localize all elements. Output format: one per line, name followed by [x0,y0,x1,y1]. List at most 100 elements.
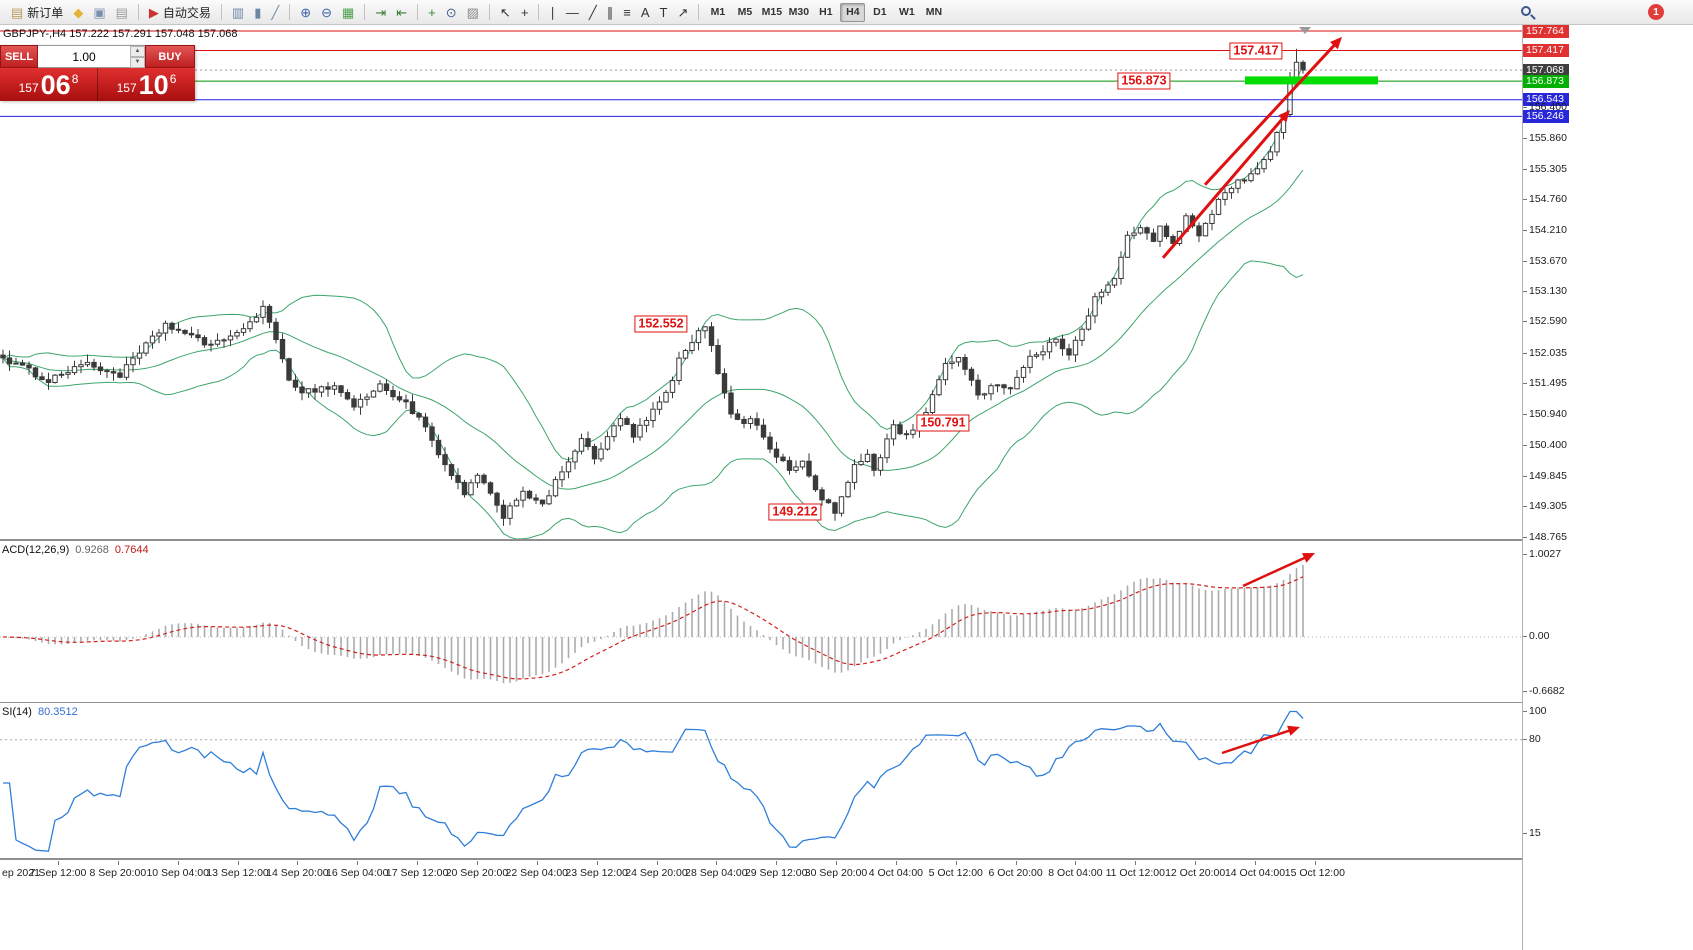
line-chart-button[interactable]: ╱ [267,2,283,23]
panel-divider[interactable] [0,858,1693,860]
rsi-value: 80.3512 [37,706,78,718]
timeframe-m30-button[interactable]: M30 [788,6,810,18]
scale-tick [1523,414,1527,416]
rsi-canvas[interactable] [0,703,1522,858]
chart-shift-button[interactable]: ⇤ [392,2,411,23]
zoom-in-icon: ⊕ [300,4,312,20]
macd-canvas[interactable] [0,540,1522,702]
sell-price[interactable]: 157 06 8 [0,68,98,101]
buy-button[interactable]: BUY [145,45,195,68]
time-axis[interactable]: ep 2021 7 Sep 12:00 8 Sep 20:00 10 Sep 04:0… [0,861,1522,883]
time-axis-label: 24 Sep 20:00 [625,867,688,879]
buy-price-sup: 6 [169,72,177,86]
toolbar-separator [488,4,490,20]
auto-scroll-button[interactable]: ⇥ [371,2,390,23]
volume-input[interactable] [38,46,130,67]
arrows-tool-button[interactable]: ↗ [673,2,692,23]
text-button[interactable]: A [637,2,654,23]
price-scale[interactable]: 157.764 157.417 157.068 156.873 156.543 156.2… [1522,24,1693,950]
data-window-button[interactable]: ▣ [89,2,109,23]
price-scale-badge: 157.068 [1523,63,1569,77]
time-axis-label: 5 Oct 12:00 [928,867,983,879]
macd-signal-value: 0.7644 [114,543,149,556]
notification-badge[interactable]: 1 [1648,4,1664,20]
candlestick-chart-button[interactable]: ▮ [250,2,265,23]
time-axis-label: 28 Sep 04:00 [685,867,748,879]
time-axis-label: ep 2021 [2,867,40,879]
main-toolbar: ▤ 新订单 ◆ ▣ ▤ ▶ 自动交易 ▥ ▮ ╱ ⊕ ⊖ ▦ ⇥ ⇤ + ⊙ ▨ ↖ + ∣ — ╱ ∥ ≡ A T ↗ M1 M5 M15… [0,0,1693,25]
periods-button[interactable]: ⊙ [442,2,461,23]
indicators-button[interactable]: + [424,2,440,23]
tile-windows-button[interactable]: ▦ [338,2,358,23]
search-icon[interactable] [1521,6,1531,16]
templates-button[interactable]: ▨ [463,2,483,23]
volume-increase-button[interactable]: ▲ [130,46,145,57]
vertical-line-button[interactable]: ∣ [545,2,560,23]
channel-button[interactable]: ∥ [603,2,618,23]
bar-chart-icon: ▥ [231,4,245,20]
buy-price[interactable]: 157 10 6 [98,68,195,101]
time-axis-tick [417,861,419,865]
scale-tick-label: 152.590 [1529,315,1567,328]
fibonacci-button[interactable]: ≡ [619,2,635,23]
crosshair-button[interactable]: + [517,2,533,23]
scale-tick-label: 150.940 [1529,408,1567,421]
zoom-out-button[interactable]: ⊖ [317,2,336,23]
time-axis-label: 8 Sep 20:00 [89,867,147,879]
time-axis-tick [776,861,778,865]
time-axis-tick [1135,861,1137,865]
candlestick-chart-icon: ▮ [254,4,262,20]
time-axis-tick [955,861,957,865]
new-order-button[interactable]: ▤ 新订单 [7,2,67,23]
timeframe-d1-button[interactable]: D1 [873,6,887,18]
rsi-panel[interactable]: SI(14) 80.3512 [0,703,1522,858]
label-button[interactable]: T [656,2,672,23]
auto-trading-button[interactable]: ▶ 自动交易 [145,2,215,23]
data-window-icon: ▣ [93,4,106,20]
auto-scroll-icon: ⇥ [375,4,387,20]
scale-tick [1523,383,1527,384]
time-axis-tick [476,861,478,865]
timeframe-w1-button[interactable]: W1 [899,6,915,18]
bar-chart-button[interactable]: ▥ [228,2,248,23]
time-axis-label: 10 Sep 04:00 [146,867,209,879]
cursor-button[interactable]: ↖ [496,2,515,23]
timeframe-mn-button[interactable]: MN [925,6,943,18]
scale-tick-label: 154.760 [1529,193,1567,206]
scale-tick-label: 154.210 [1529,224,1567,237]
time-axis-label: 16 Sep 04:00 [326,867,389,879]
time-axis-tick [895,861,897,865]
timeframe-h4-button[interactable]: H4 [840,2,866,22]
zoom-in-button[interactable]: ⊕ [296,2,315,23]
panel-divider[interactable] [0,701,1693,703]
scale-tick-label: 150.400 [1529,438,1567,451]
macd-label: ACD(12,26,9) 0.9268 0.7644 [2,544,149,556]
time-axis-tick [177,861,179,865]
timeframe-m5-button[interactable]: M5 [737,6,753,18]
volume-decrease-button[interactable]: ▼ [130,57,145,68]
timeframe-m15-button[interactable]: M15 [761,6,783,18]
time-axis-tick [716,861,718,865]
timeframe-m1-button[interactable]: M1 [710,6,726,18]
metaeditor-button[interactable]: ◆ [69,2,87,23]
trendline-button[interactable]: ╱ [585,2,601,23]
toolbar-separator [137,4,139,20]
rsi-label: SI(14) 80.3512 [2,706,78,718]
macd-panel[interactable]: ACD(12,26,9) 0.9268 0.7644 [0,540,1522,702]
time-axis-label: 20 Sep 20:00 [445,867,509,879]
time-axis-label: 22 Sep 04:00 [505,867,569,879]
horizontal-line-button[interactable]: — [562,2,583,23]
scale-tick [1523,475,1527,477]
main-chart-canvas[interactable] [0,25,1522,539]
price-scale-badge: 156.873 [1523,74,1569,88]
panel-divider[interactable] [0,539,1693,541]
main-chart-panel[interactable]: GBPJPY-,H4 157.222 157.291 157.048 157.0… [0,25,1522,539]
text-icon: A [640,4,650,20]
toolbar-separator [289,4,291,20]
scale-tick [1523,690,1527,692]
scale-tick-label: 1.0027 [1529,547,1562,560]
timeframe-h1-button[interactable]: H1 [819,6,833,18]
sell-button[interactable]: SELL [0,45,38,68]
print-button[interactable]: ▤ [112,2,132,23]
scale-tick-label: 151.495 [1529,377,1567,389]
